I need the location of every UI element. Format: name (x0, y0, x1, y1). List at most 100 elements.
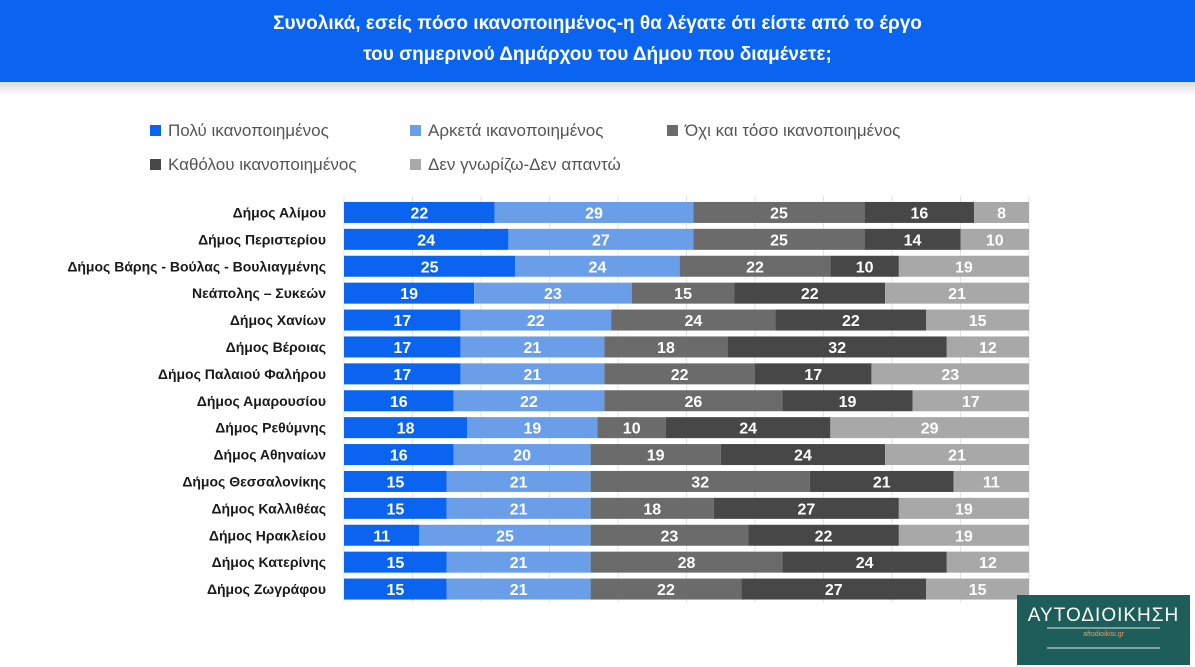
bar-segment (693, 201, 865, 223)
bar-segment (590, 497, 714, 519)
data-label: 27 (825, 582, 843, 599)
bar-segment (344, 282, 475, 304)
legend-label: Όχι και τόσο ικανοποιημένος (684, 121, 900, 140)
data-label: 25 (421, 259, 439, 276)
category-label: Δήμος Χανίων (230, 312, 326, 328)
data-label: 10 (986, 232, 1004, 249)
data-label: 21 (510, 474, 528, 491)
bar-segment (926, 578, 1029, 600)
bar-segment (419, 524, 591, 546)
data-label: 23 (660, 528, 678, 545)
bar-segment (344, 201, 495, 223)
bar-segment (597, 417, 666, 439)
legend-swatch (150, 125, 161, 136)
data-label: 10 (856, 259, 874, 276)
title-banner: Συνολικά, εσείς πόσο ικανοποιημένος-η θα… (0, 0, 1195, 82)
bar-segment (775, 309, 927, 331)
bar-segment (508, 228, 694, 250)
category-label: Δήμος Περιστερίου (198, 231, 326, 247)
bar-segment (665, 417, 831, 439)
bar-segment (460, 336, 605, 358)
data-label: 16 (390, 448, 408, 465)
bar-segment (885, 282, 1029, 304)
bar-segment (453, 444, 591, 466)
data-label: 19 (955, 528, 973, 545)
logo-subtitle: aftodioikisi.gr (1083, 631, 1124, 638)
bar-segment (344, 470, 447, 492)
data-label: 22 (815, 528, 833, 545)
bar-segment (974, 201, 1029, 223)
data-label: 14 (904, 232, 922, 249)
data-label: 22 (410, 205, 428, 222)
legend-label: Πολύ ικανοποιημένος (168, 121, 329, 140)
data-label: 28 (678, 555, 696, 572)
data-label: 32 (691, 474, 709, 491)
bar-segment (782, 390, 913, 412)
data-label: 18 (657, 340, 675, 357)
category-label: Δήμος Αθηναίων (213, 447, 326, 463)
data-label: 15 (386, 582, 404, 599)
data-label: 24 (417, 232, 435, 249)
data-label: 22 (801, 286, 819, 303)
category-label: Δήμος Ρεθύμνης (215, 420, 326, 436)
bar-segment (453, 390, 605, 412)
data-label: 21 (510, 501, 528, 518)
data-label: 22 (657, 582, 675, 599)
bar-segment (446, 578, 591, 600)
bar-segment (446, 551, 591, 573)
bar-segment (344, 578, 447, 600)
bar-segment (344, 444, 454, 466)
bar-segment (755, 363, 872, 385)
data-label: 23 (544, 286, 562, 303)
data-label: 15 (386, 474, 404, 491)
bar-segment (864, 201, 975, 223)
chart-title-line-1: Συνολικά, εσείς πόσο ικανοποιημένος-η θα… (273, 13, 922, 34)
bar-segment (611, 309, 776, 331)
category-label: Δήμος Αμαρουσίου (197, 393, 326, 409)
category-label: Δήμος Βέροιας (226, 339, 326, 355)
data-label: 15 (969, 313, 987, 330)
bar-segment (344, 551, 447, 573)
bar-segment (344, 228, 509, 250)
category-label: Δήμος Ζωγράφου (207, 581, 326, 597)
data-label: 21 (510, 555, 528, 572)
data-label: 19 (839, 394, 857, 411)
bar-segment (830, 255, 899, 277)
bar-segment (344, 390, 454, 412)
data-label: 21 (510, 582, 528, 599)
data-label: 21 (523, 367, 541, 384)
data-label: 22 (527, 313, 545, 330)
category-label: Δήμος Κατερίνης (212, 554, 326, 570)
data-label: 24 (589, 259, 607, 276)
data-label: 29 (921, 421, 939, 438)
data-label: 22 (746, 259, 764, 276)
data-label: 18 (643, 501, 661, 518)
bar-segment (467, 417, 598, 439)
bar-segment (446, 470, 591, 492)
bar-segment (720, 444, 886, 466)
data-label: 27 (797, 501, 815, 518)
category-label: Νεάπολης – Συκεών (192, 285, 326, 301)
category-label: Δήμος Παλαιού Φαλήρου (158, 366, 326, 382)
bar-segment (344, 497, 447, 519)
bar-segment (679, 255, 831, 277)
data-label: 19 (400, 286, 418, 303)
bar-segment (748, 524, 899, 546)
legend-label: Καθόλου ικανοποιημένος (168, 155, 357, 174)
data-label: 20 (513, 448, 531, 465)
bar-segment (590, 470, 810, 492)
legend-swatch (410, 125, 421, 136)
bar-segment (946, 336, 1029, 358)
data-label: 26 (684, 394, 702, 411)
data-label: 17 (393, 367, 411, 384)
legend-label: Αρκετά ικανοποιημένος (428, 121, 603, 140)
bar-segment (898, 497, 1029, 519)
legend-swatch (150, 159, 161, 170)
data-label: 22 (842, 313, 860, 330)
bar-segment (590, 444, 721, 466)
bar-segment (946, 551, 1029, 573)
data-label: 21 (873, 474, 891, 491)
bar-segment (604, 363, 755, 385)
bar-segment (604, 336, 728, 358)
